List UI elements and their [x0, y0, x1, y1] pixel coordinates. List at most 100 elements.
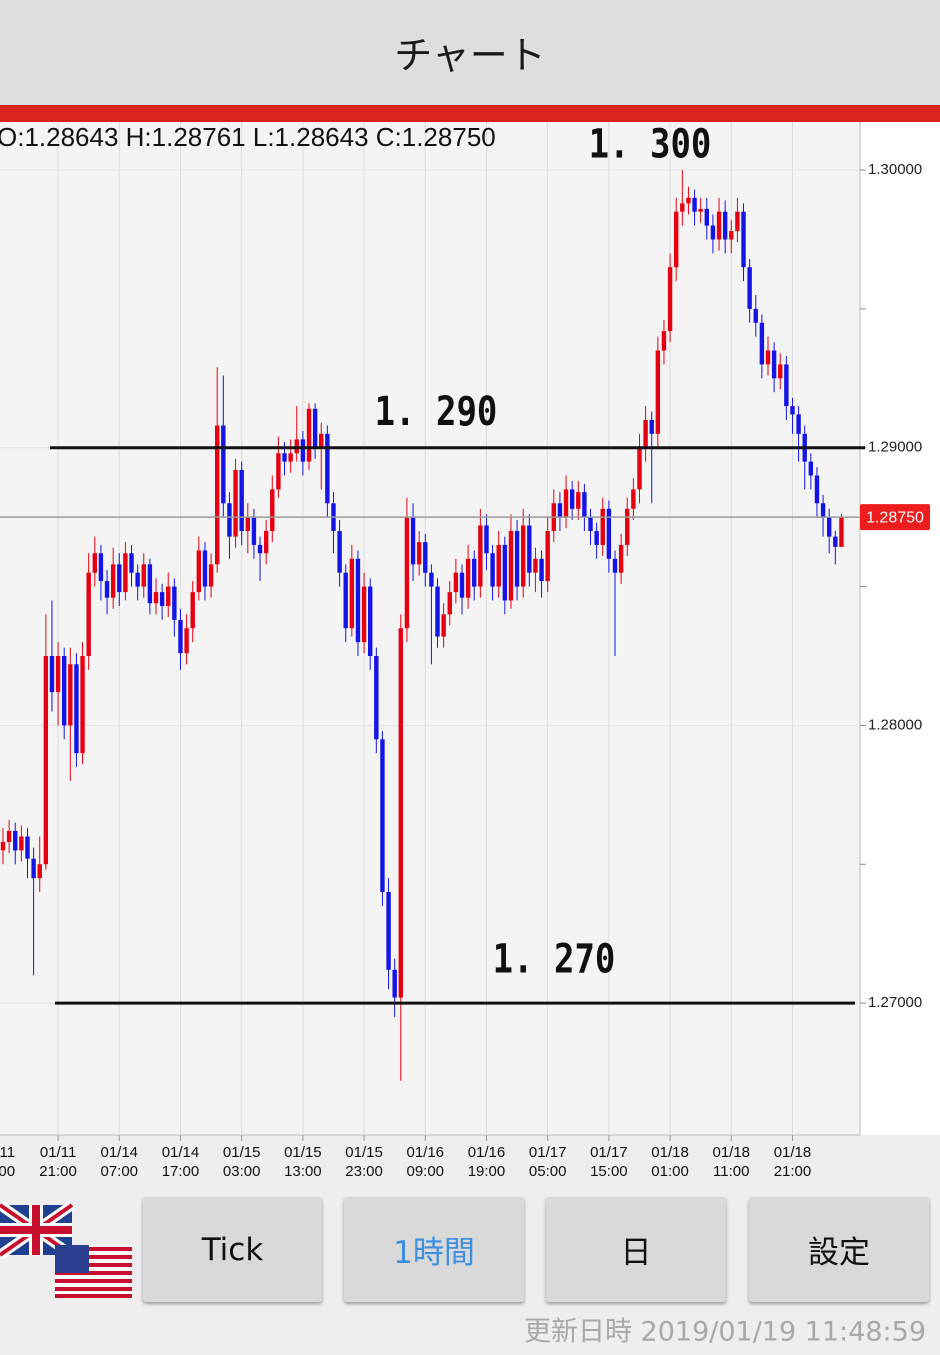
- candle-body: [827, 517, 832, 537]
- tab-button[interactable]: Tick: [143, 1197, 322, 1302]
- candle-body: [117, 564, 122, 593]
- candle-body: [569, 489, 575, 509]
- candle-body: [490, 553, 495, 587]
- candle-body: [771, 350, 777, 379]
- uk-flag: [0, 1200, 75, 1260]
- candle-body: [25, 836, 30, 859]
- candle-body: [625, 508, 630, 545]
- x-tick-label: 01/17 05:00: [528, 1144, 567, 1180]
- header-title: チャート: [394, 34, 546, 78]
- candle-body: [790, 406, 795, 415]
- candle-body: [478, 525, 483, 587]
- candle-body: [514, 531, 520, 587]
- candle-body: [735, 211, 740, 232]
- candle-body: [582, 492, 587, 518]
- candle-body: [104, 581, 110, 598]
- candle-body: [245, 517, 250, 532]
- tab-button[interactable]: 設定: [749, 1197, 929, 1302]
- candle-body: [557, 503, 563, 518]
- candle-body: [337, 531, 342, 573]
- candle-body: [386, 892, 391, 970]
- candle-body: [465, 558, 471, 598]
- candle-body: [784, 364, 789, 407]
- candle-body: [159, 592, 165, 607]
- candle-body: [221, 425, 226, 504]
- candle-body: [686, 197, 691, 204]
- candle-body: [759, 322, 765, 365]
- candle-body: [729, 231, 734, 240]
- candle-body: [380, 739, 385, 893]
- candle-body: [13, 830, 18, 851]
- y-tick-label: 1.30000: [868, 161, 922, 178]
- candle-body: [270, 489, 275, 532]
- y-tick-label: 1.27000: [868, 994, 922, 1011]
- candle-body: [141, 564, 146, 587]
- x-tick-label: 01/18 21:00: [773, 1144, 812, 1180]
- candle-body: [135, 572, 140, 587]
- annotation-label: 1. 270: [493, 936, 616, 982]
- candle-body: [62, 655, 67, 726]
- x-tick-label: 01/18 11:00: [712, 1144, 751, 1180]
- candle-body: [484, 525, 489, 554]
- candle-body: [55, 655, 61, 693]
- candle-body: [49, 655, 55, 693]
- candle-body: [533, 558, 538, 573]
- candle-body: [215, 425, 220, 565]
- candle-body: [361, 586, 367, 643]
- candle-body: [410, 517, 416, 565]
- candle-body: [496, 544, 501, 587]
- plot-layer: [0, 122, 860, 1135]
- candle-body: [637, 447, 642, 490]
- candle-body: [239, 469, 244, 532]
- candle-body: [227, 503, 232, 537]
- accent-bar: [0, 105, 940, 122]
- candle-body: [184, 628, 189, 654]
- candle-body: [429, 572, 434, 587]
- candle-body: [649, 419, 654, 434]
- x-tick-label: 01/11 11:00: [0, 1144, 16, 1180]
- candle-body: [814, 475, 820, 504]
- tab-button[interactable]: 1時間: [344, 1197, 524, 1302]
- candle-body: [282, 453, 287, 462]
- candle-body: [618, 544, 624, 573]
- candle-body: [19, 836, 24, 851]
- update-timestamp: 更新日時 2019/01/19 11:48:59: [524, 1317, 926, 1348]
- candle-body: [423, 542, 428, 573]
- candle-body: [839, 517, 844, 547]
- candle-body: [368, 586, 373, 656]
- candle-body: [178, 619, 183, 654]
- annotation-label: 1. 300: [589, 121, 712, 167]
- candle-body: [576, 492, 581, 509]
- candle-body: [502, 544, 508, 601]
- plot-area: [0, 122, 860, 1135]
- candle-body: [166, 586, 171, 607]
- candle-body: [612, 558, 618, 573]
- tab-button[interactable]: 日: [546, 1197, 726, 1302]
- candle-body: [600, 508, 605, 545]
- candle-body: [404, 517, 410, 629]
- candle-body: [741, 211, 746, 268]
- us-flag: [55, 1245, 132, 1298]
- candle-body: [129, 553, 134, 573]
- candle-body: [441, 614, 446, 637]
- x-tick-label: 01/11 21:00: [39, 1144, 77, 1180]
- candle-body: [588, 517, 593, 532]
- candle-body: [508, 531, 514, 601]
- candle-body: [722, 211, 728, 240]
- x-tick-label: 01/14 17:00: [161, 1144, 200, 1180]
- candle-body: [355, 558, 361, 643]
- candle-body: [716, 211, 722, 240]
- candle-body: [43, 655, 49, 865]
- candle-body: [86, 572, 91, 656]
- candle-body: [472, 558, 477, 587]
- candle-body: [710, 225, 716, 240]
- candle-body: [196, 550, 202, 593]
- candle-body: [661, 331, 667, 351]
- candle-body: [257, 544, 263, 554]
- candle-body: [92, 553, 97, 573]
- candle-body: [325, 433, 330, 504]
- x-tick-label: 01/15 03:00: [222, 1144, 261, 1180]
- candle-body: [435, 586, 440, 637]
- candle-body: [312, 408, 318, 448]
- last-price-box: [860, 504, 930, 531]
